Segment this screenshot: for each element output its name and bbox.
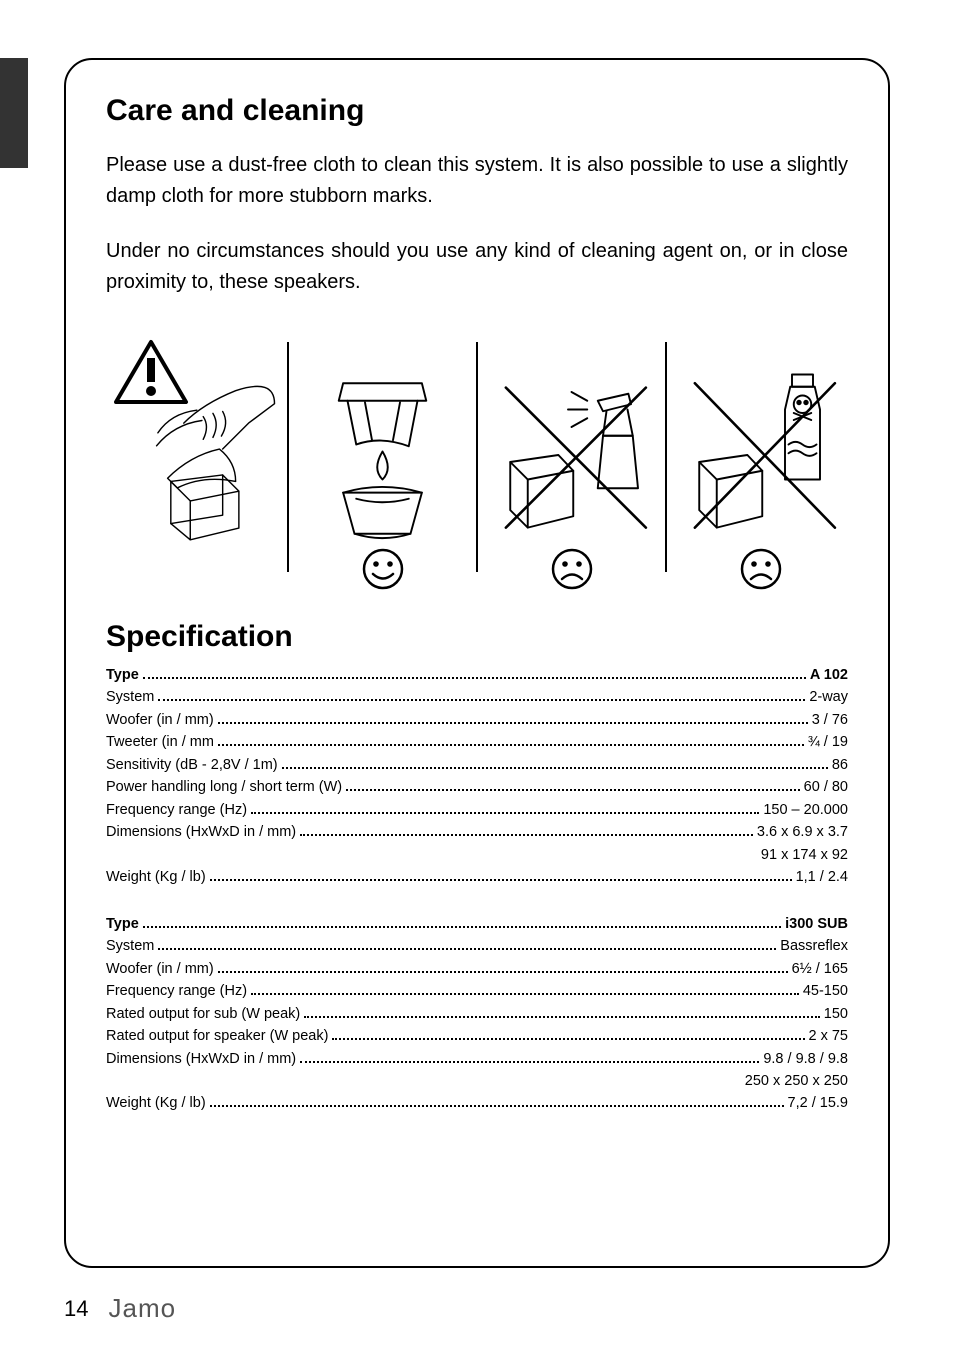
spec-label: Power handling long / short term (W) <box>106 776 342 798</box>
spec-label: System <box>106 935 154 957</box>
spec-value: 150 <box>824 1003 848 1025</box>
illustration-divider <box>665 342 667 572</box>
spec-leader-dots <box>304 1016 820 1018</box>
spec-label: Woofer (in / mm) <box>106 958 214 980</box>
illustration-panel-cloth <box>106 332 281 592</box>
warning-triangle-icon <box>112 338 190 406</box>
spec-value: 2 x 75 <box>809 1025 849 1047</box>
spec-row: Woofer (in / mm) 6½ / 165 <box>106 958 848 980</box>
care-paragraph-1: Please use a dust-free cloth to clean th… <box>106 150 848 212</box>
specification-heading: Specification <box>106 620 848 654</box>
page-number: 14 <box>64 1296 88 1322</box>
spec-row: Sensitivity (dB - 2,8V / 1m) 86 <box>106 754 848 776</box>
spec-label: Frequency range (Hz) <box>106 799 247 821</box>
spec-value: 2-way <box>809 686 848 708</box>
spec-row: Weight (Kg / lb) 7,2 / 15.9 <box>106 1092 848 1114</box>
spec-row: System 2-way <box>106 686 848 708</box>
spec-value: 7,2 / 15.9 <box>788 1092 848 1114</box>
spec-row: Tweeter (in / mm ¾ / 19 <box>106 731 848 753</box>
spec-leader-dots <box>218 722 808 724</box>
spec-label: Rated output for sub (W peak) <box>106 1003 300 1025</box>
spec-value: 60 / 80 <box>804 776 848 798</box>
spec-row: Frequency range (Hz) 150 – 20.000 <box>106 799 848 821</box>
spec-leader-dots <box>300 834 753 836</box>
spec-row: 250 x 250 x 250 <box>106 1070 848 1092</box>
spec-leader-dots <box>282 767 828 769</box>
spec-leader-dots <box>210 1105 784 1107</box>
spec-label: Sensitivity (dB - 2,8V / 1m) <box>106 754 278 776</box>
spec-row: Type i300 SUB <box>106 913 848 935</box>
care-heading: Care and cleaning <box>106 94 848 128</box>
illustration-panel-damp <box>295 332 470 592</box>
spec-leader-dots <box>158 699 805 701</box>
spec-value: Bassreflex <box>780 935 848 957</box>
spec-row: System Bassreflex <box>106 935 848 957</box>
spec-label: Dimensions (HxWxD in / mm) <box>106 1048 296 1070</box>
spec-row: Dimensions (HxWxD in / mm) 9.8 / 9.8 / 9.… <box>106 1048 848 1070</box>
spec-leader-dots <box>210 879 792 881</box>
spec-label: Type <box>106 913 139 935</box>
spec-leader-dots <box>251 812 759 814</box>
spec-value: 9.8 / 9.8 / 9.8 <box>763 1048 848 1070</box>
illustration-divider <box>476 342 478 572</box>
spec-row: 91 x 174 x 92 <box>106 844 848 866</box>
spec-label: Weight (Kg / lb) <box>106 866 206 888</box>
spec-label: System <box>106 686 154 708</box>
spec-leader-dots <box>143 926 781 928</box>
spec-row: Rated output for sub (W peak) 150 <box>106 1003 848 1025</box>
spec-row: Woofer (in / mm) 3 / 76 <box>106 709 848 731</box>
spec-value: 86 <box>832 754 848 776</box>
spec-value: ¾ / 19 <box>808 731 848 753</box>
happy-face-icon <box>362 548 404 590</box>
spec-row: Weight (Kg / lb) 1,1 / 2.4 <box>106 866 848 888</box>
illustration-panel-spray <box>484 332 659 592</box>
spec-row: Type A 102 <box>106 664 848 686</box>
spec-label: Frequency range (Hz) <box>106 980 247 1002</box>
sad-face-icon <box>551 548 593 590</box>
spec-block: Type A 102 System 2-way Woofer (in / mm) 3 / … <box>106 664 848 889</box>
spec-label: Dimensions (HxWxD in / mm) <box>106 821 296 843</box>
spec-row: Rated output for speaker (W peak) 2 x 75 <box>106 1025 848 1047</box>
spec-row: Power handling long / short term (W) 60 /… <box>106 776 848 798</box>
spec-value: 6½ / 165 <box>792 958 848 980</box>
spec-row: Dimensions (HxWxD in / mm) 3.6 x 6.9 x 3.… <box>106 821 848 843</box>
care-paragraph-2: Under no circumstances should you use an… <box>106 236 848 298</box>
spec-leader-dots <box>218 744 804 746</box>
illustration-panel-chemical <box>673 332 848 592</box>
page-edge-tab <box>0 58 28 168</box>
illustration-divider <box>287 342 289 572</box>
spec-leader-dots <box>218 971 788 973</box>
spec-leader-dots <box>158 948 776 950</box>
spec-leader-dots <box>346 789 800 791</box>
spec-value: 1,1 / 2.4 <box>796 866 848 888</box>
page-footer: 14 Jamo <box>64 1293 176 1324</box>
spec-label: Tweeter (in / mm <box>106 731 214 753</box>
spec-leader-dots <box>251 993 799 995</box>
spec-value: 3.6 x 6.9 x 3.7 <box>757 821 848 843</box>
spec-value: 3 / 76 <box>812 709 848 731</box>
spec-label: Rated output for speaker (W peak) <box>106 1025 328 1047</box>
brand-logo: Jamo <box>108 1293 176 1324</box>
spec-leader-dots <box>332 1038 804 1040</box>
spec-leader-dots <box>300 1061 759 1063</box>
spec-label: Type <box>106 664 139 686</box>
spec-label: Weight (Kg / lb) <box>106 1092 206 1114</box>
spec-value: 150 – 20.000 <box>763 799 848 821</box>
specification-container: Type A 102 System 2-way Woofer (in / mm) 3 / … <box>106 664 848 1115</box>
spec-value: A 102 <box>810 664 848 686</box>
page-frame: Care and cleaning Please use a dust-free… <box>64 58 890 1268</box>
spec-block: Typei300 SUBSystemBassreflexWoofer (in /… <box>106 913 848 1115</box>
spec-label: Woofer (in / mm) <box>106 709 214 731</box>
cleaning-illustration <box>106 322 848 592</box>
spec-value: i300 SUB <box>785 913 848 935</box>
spec-value: 91 x 174 x 92 <box>761 844 848 866</box>
spec-leader-dots <box>143 677 806 679</box>
sad-face-icon <box>740 548 782 590</box>
spec-row: Frequency range (Hz) 45-150 <box>106 980 848 1002</box>
spec-value: 250 x 250 x 250 <box>745 1070 848 1092</box>
spec-value: 45-150 <box>803 980 848 1002</box>
